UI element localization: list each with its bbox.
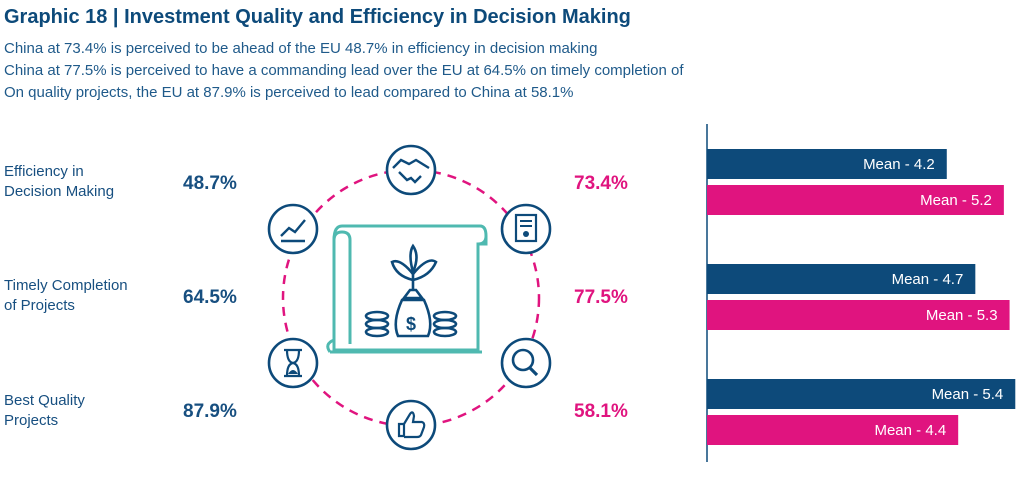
bar-china-2 bbox=[707, 415, 959, 445]
china-pct-efficiency: 73.4% bbox=[574, 173, 628, 194]
subtitle-line-3: On quality projects, the EU at 87.9% is … bbox=[4, 84, 574, 101]
bar-eu-1 bbox=[707, 264, 976, 294]
row-label-line: Best Quality bbox=[4, 392, 85, 409]
row-label-efficiency: Efficiency in Decision Making bbox=[4, 162, 114, 202]
china-pct-quality: 58.1% bbox=[574, 401, 628, 422]
row-label-quality: Best Quality Projects bbox=[4, 391, 85, 431]
row-label-timely: Timely Completion of Projects bbox=[4, 276, 128, 316]
thumbs-up-icon bbox=[385, 399, 437, 451]
subtitle-line-2: China at 77.5% is perceived to have a co… bbox=[4, 62, 684, 79]
row-label-line: Efficiency in bbox=[4, 163, 84, 180]
china-pct-timely: 77.5% bbox=[574, 287, 628, 308]
page-title: Graphic 18 | Investment Quality and Effi… bbox=[4, 6, 631, 28]
row-label-line: of Projects bbox=[4, 297, 75, 314]
bar-china-1 bbox=[707, 300, 1010, 330]
certificate-icon bbox=[500, 203, 552, 255]
hourglass-icon bbox=[267, 337, 319, 389]
handshake-icon bbox=[385, 144, 437, 196]
row-label-line: Decision Making bbox=[4, 183, 115, 200]
subtitle-line-1: China at 73.4% is perceived to be ahead … bbox=[4, 40, 598, 57]
bar-label-eu-0: Mean - 4.2 bbox=[863, 156, 935, 173]
bar-label-eu-2: Mean - 5.4 bbox=[932, 386, 1004, 403]
bar-eu-0 bbox=[707, 149, 947, 179]
row-label-line: Timely Completion bbox=[4, 277, 128, 294]
growth-chart-icon bbox=[267, 203, 319, 255]
bar-eu-2 bbox=[707, 379, 1016, 409]
eu-pct-timely: 64.5% bbox=[183, 287, 237, 308]
row-label-line: Projects bbox=[4, 412, 59, 429]
eu-pct-quality: 87.9% bbox=[183, 401, 237, 422]
money-bag: $ bbox=[364, 243, 458, 338]
svg-text:$: $ bbox=[406, 314, 416, 334]
bar-china-0 bbox=[707, 185, 1004, 215]
eu-pct-efficiency: 48.7% bbox=[183, 173, 237, 194]
bar-label-china-1: Mean - 5.3 bbox=[926, 307, 998, 324]
magnifier-icon bbox=[500, 337, 552, 389]
bar-label-china-0: Mean - 5.2 bbox=[920, 192, 992, 209]
bar-label-china-2: Mean - 4.4 bbox=[874, 422, 946, 439]
bar-label-eu-1: Mean - 4.7 bbox=[892, 271, 964, 288]
